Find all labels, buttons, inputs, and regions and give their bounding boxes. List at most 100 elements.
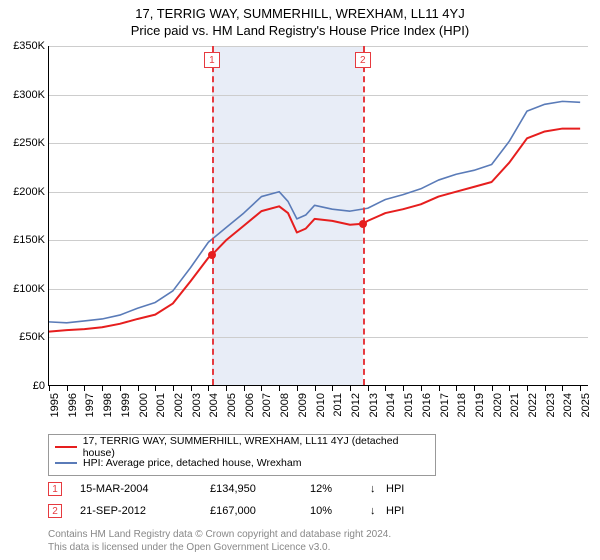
x-axis-label: 2008 — [279, 393, 291, 417]
x-tick — [261, 385, 262, 391]
x-axis-label: 2009 — [297, 393, 309, 417]
x-tick — [120, 385, 121, 391]
x-axis-label: 2012 — [350, 393, 362, 417]
sale-marker-dot — [208, 251, 216, 259]
attribution: Contains HM Land Registry data © Crown c… — [48, 529, 391, 554]
legend-swatch — [55, 446, 77, 448]
x-axis-label: 2002 — [173, 393, 185, 417]
x-tick — [49, 385, 50, 391]
x-axis-label: 2017 — [439, 393, 451, 417]
event-line — [363, 46, 365, 385]
y-axis-label: £350K — [13, 40, 45, 52]
y-axis-label: £100K — [13, 283, 45, 295]
down-arrow-icon: ↓ — [370, 505, 386, 517]
event-marker: 1 — [204, 52, 220, 68]
x-axis-label: 2013 — [368, 393, 380, 417]
x-tick — [138, 385, 139, 391]
chart-container: 17, TERRIG WAY, SUMMERHILL, WREXHAM, LL1… — [0, 0, 600, 560]
y-axis-label: £0 — [33, 380, 45, 392]
x-tick — [545, 385, 546, 391]
x-axis-label: 2005 — [226, 393, 238, 417]
legend-swatch — [55, 462, 77, 464]
down-arrow-icon: ↓ — [370, 483, 386, 495]
x-tick — [474, 385, 475, 391]
y-axis-label: £200K — [13, 186, 45, 198]
y-axis-label: £250K — [13, 137, 45, 149]
sale-price: £134,950 — [210, 483, 310, 495]
x-axis-label: 2021 — [509, 393, 521, 417]
y-axis-label: £150K — [13, 234, 45, 246]
legend-label: HPI: Average price, detached house, Wrex… — [83, 457, 302, 469]
sale-pct: 10% — [310, 505, 370, 517]
x-tick — [226, 385, 227, 391]
x-tick — [315, 385, 316, 391]
sale-pct: 12% — [310, 483, 370, 495]
y-axis-label: £300K — [13, 89, 45, 101]
legend-label: 17, TERRIG WAY, SUMMERHILL, WREXHAM, LL1… — [83, 435, 429, 459]
sales-row: 2 21-SEP-2012 £167,000 10% ↓ HPI — [48, 500, 416, 522]
x-tick — [456, 385, 457, 391]
sale-marker: 1 — [48, 482, 62, 496]
event-line — [212, 46, 214, 385]
x-axis-label: 1995 — [49, 393, 61, 417]
plot-area: £0£50K£100K£150K£200K£250K£300K£350K1995… — [48, 46, 588, 386]
x-tick — [350, 385, 351, 391]
line-layer — [49, 46, 588, 385]
sale-tag: HPI — [386, 483, 416, 495]
x-tick — [102, 385, 103, 391]
x-axis-label: 2018 — [456, 393, 468, 417]
x-axis-label: 2000 — [138, 393, 150, 417]
sale-price: £167,000 — [210, 505, 310, 517]
x-tick — [297, 385, 298, 391]
x-axis-label: 2014 — [385, 393, 397, 417]
x-axis-label: 2024 — [562, 393, 574, 417]
series-price_paid — [49, 129, 580, 332]
x-axis-label: 1998 — [102, 393, 114, 417]
x-axis-label: 2015 — [403, 393, 415, 417]
x-tick — [155, 385, 156, 391]
x-tick — [492, 385, 493, 391]
sale-marker-dot — [359, 220, 367, 228]
x-tick — [279, 385, 280, 391]
sale-date: 21-SEP-2012 — [80, 505, 210, 517]
x-tick — [403, 385, 404, 391]
x-axis-label: 2007 — [261, 393, 273, 417]
x-axis-label: 2019 — [474, 393, 486, 417]
x-tick — [439, 385, 440, 391]
sale-tag: HPI — [386, 505, 416, 517]
x-tick — [527, 385, 528, 391]
legend-item: 17, TERRIG WAY, SUMMERHILL, WREXHAM, LL1… — [55, 439, 429, 455]
attribution-line: Contains HM Land Registry data © Crown c… — [48, 529, 391, 542]
x-axis-label: 2003 — [191, 393, 203, 417]
x-axis-label: 2020 — [492, 393, 504, 417]
x-axis-label: 2022 — [527, 393, 539, 417]
sales-row: 1 15-MAR-2004 £134,950 12% ↓ HPI — [48, 478, 416, 500]
x-tick — [332, 385, 333, 391]
x-axis-label: 2016 — [421, 393, 433, 417]
x-tick — [244, 385, 245, 391]
title-block: 17, TERRIG WAY, SUMMERHILL, WREXHAM, LL1… — [0, 6, 600, 38]
legend: 17, TERRIG WAY, SUMMERHILL, WREXHAM, LL1… — [48, 434, 436, 476]
x-axis-label: 1996 — [67, 393, 79, 417]
x-tick — [580, 385, 581, 391]
sale-marker: 2 — [48, 504, 62, 518]
chart-title: 17, TERRIG WAY, SUMMERHILL, WREXHAM, LL1… — [0, 6, 600, 21]
x-axis-label: 2023 — [545, 393, 557, 417]
x-axis-label: 2011 — [332, 393, 344, 417]
x-tick — [67, 385, 68, 391]
x-tick — [208, 385, 209, 391]
x-tick — [191, 385, 192, 391]
x-axis-label: 2006 — [244, 393, 256, 417]
x-axis-label: 2001 — [155, 393, 167, 417]
y-axis-label: £50K — [19, 331, 45, 343]
x-axis-label: 1999 — [120, 393, 132, 417]
x-axis-label: 2004 — [208, 393, 220, 417]
attribution-line: This data is licensed under the Open Gov… — [48, 542, 391, 555]
x-axis-label: 2025 — [580, 393, 592, 417]
x-tick — [421, 385, 422, 391]
x-axis-label: 1997 — [84, 393, 96, 417]
x-tick — [368, 385, 369, 391]
x-tick — [562, 385, 563, 391]
sale-date: 15-MAR-2004 — [80, 483, 210, 495]
x-tick — [509, 385, 510, 391]
